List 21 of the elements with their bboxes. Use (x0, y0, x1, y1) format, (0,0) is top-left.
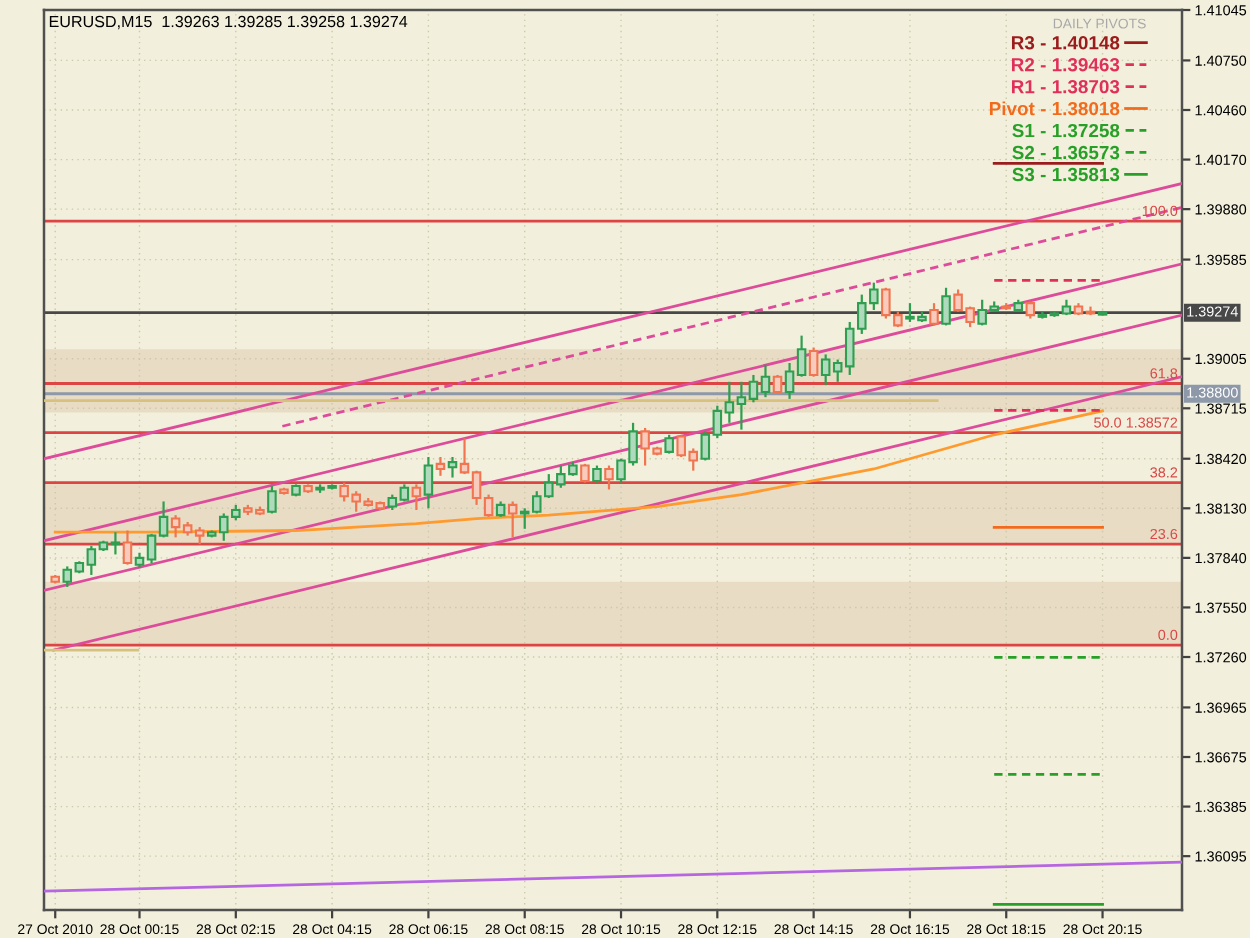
candlestick (447, 455, 458, 479)
candlestick (267, 484, 277, 515)
legend-label: S1 - 1.37258 (1012, 123, 1120, 138)
legend-label: Pivot - 1.38018 (989, 101, 1120, 116)
candlestick (941, 286, 951, 327)
candlestick (664, 433, 674, 455)
candlestick (580, 462, 590, 484)
legend-label: R1 - 1.38703 (1011, 79, 1120, 94)
candlestick (411, 483, 422, 512)
legend-label: S3 - 1.35813 (1012, 167, 1120, 182)
candlestick (507, 500, 518, 539)
legend-label: R3 - 1.40148 (1011, 36, 1120, 50)
chart-title: EURUSD,M15 1.39263 1.39285 1.39258 1.39274 (49, 15, 408, 30)
candlestick (423, 455, 434, 510)
legend-label: R2 - 1.39463 (1011, 58, 1120, 72)
legend-label: S2 - 1.36573 (1012, 145, 1120, 160)
candlestick (435, 455, 446, 477)
candlestick (122, 529, 133, 566)
candlestick (604, 464, 614, 491)
candlestick (808, 346, 819, 378)
candlestick (772, 373, 783, 395)
